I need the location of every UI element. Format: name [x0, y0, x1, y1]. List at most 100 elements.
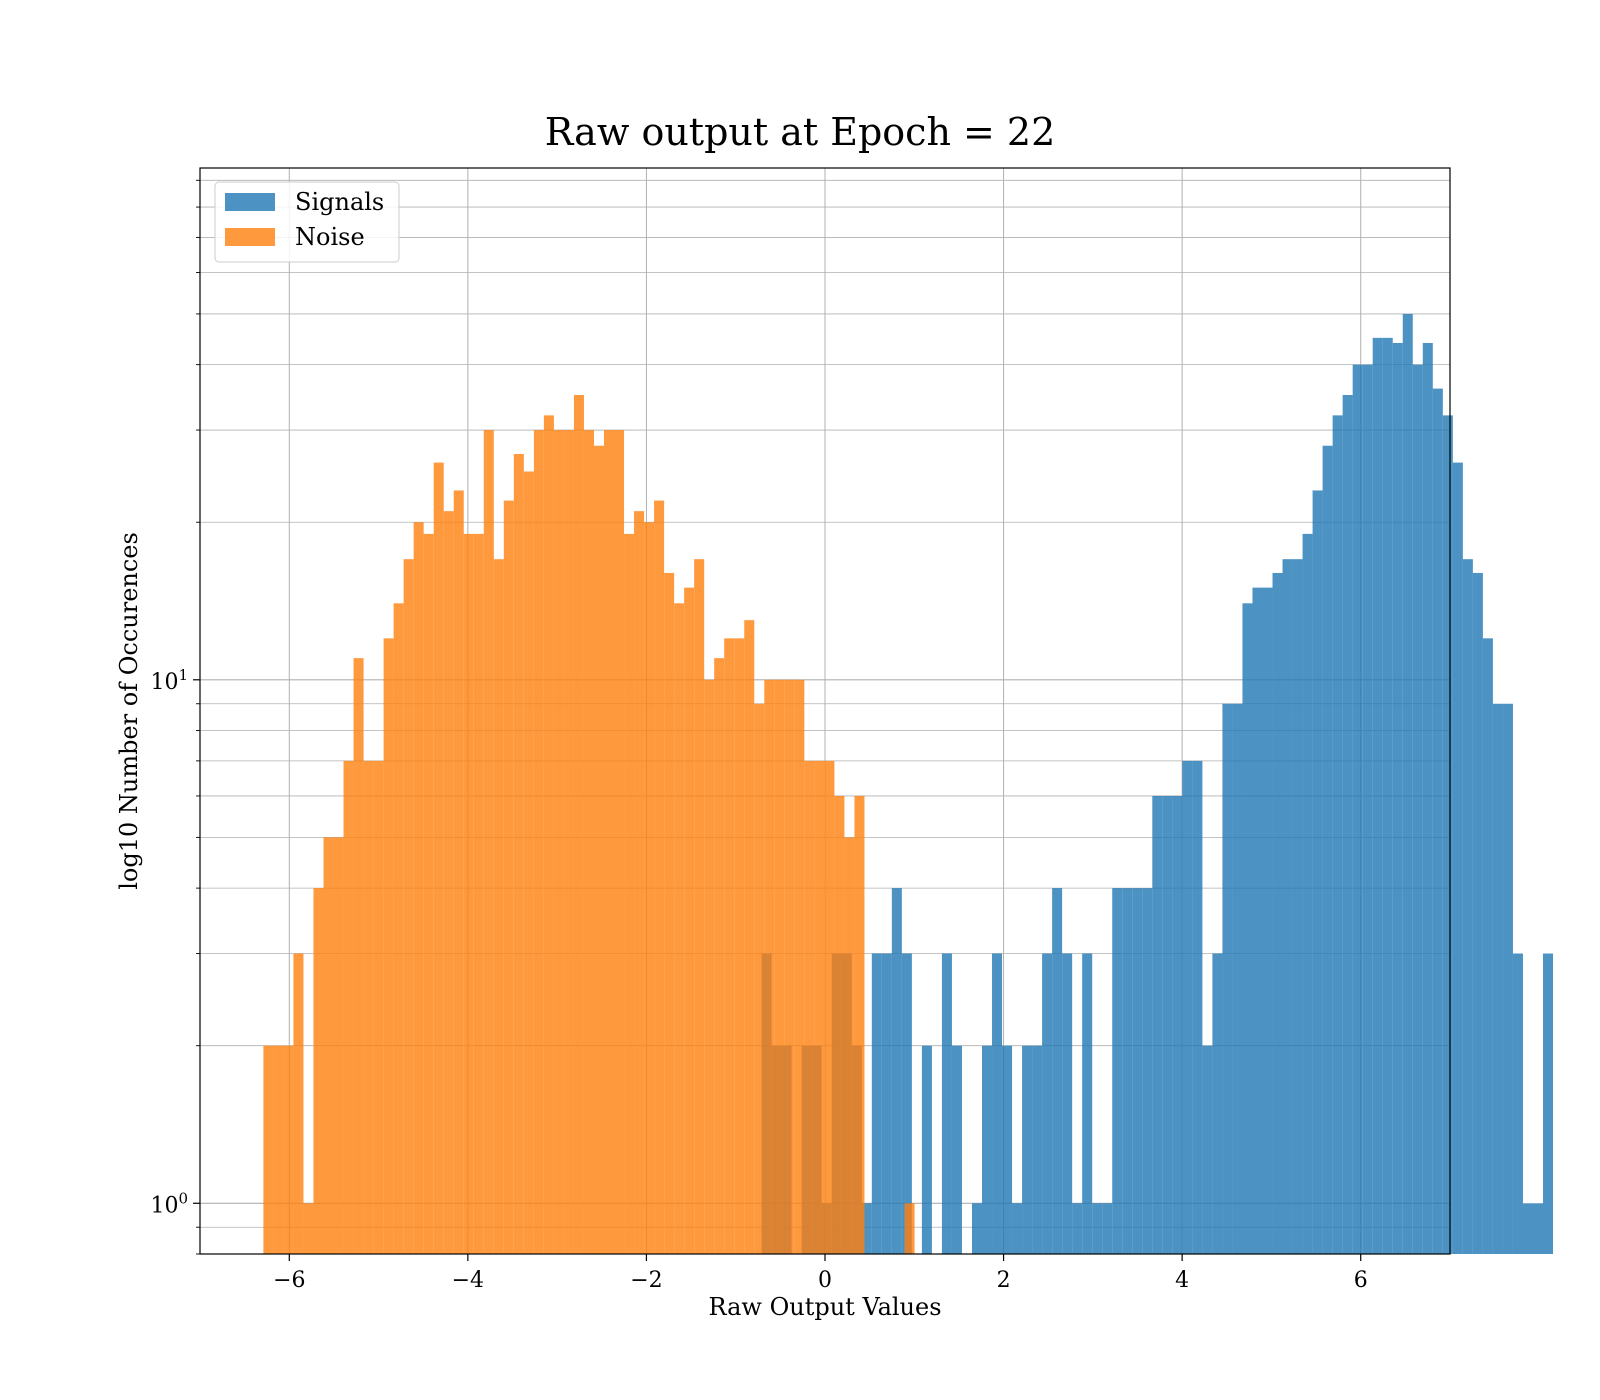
signals-bar	[1112, 888, 1123, 1254]
noise-bar	[273, 1045, 284, 1254]
noise-bar	[523, 471, 534, 1254]
signals-bar	[1202, 1045, 1213, 1254]
signals-bar	[1212, 953, 1223, 1254]
noise-bar	[423, 533, 434, 1254]
noise-bar	[634, 511, 645, 1254]
signals-bar	[1472, 572, 1483, 1254]
x-tick-label: 0	[818, 1268, 832, 1293]
signals-bar	[1502, 703, 1513, 1254]
signals-bar	[1482, 638, 1493, 1254]
noise-bar	[443, 511, 454, 1254]
signals-bar	[901, 953, 912, 1254]
noise-bar	[604, 430, 615, 1254]
noise-bar	[343, 760, 354, 1254]
noise-bar	[624, 533, 635, 1254]
signals-bar	[1122, 888, 1133, 1254]
noise-bar	[674, 603, 685, 1254]
noise-bar	[303, 1203, 314, 1254]
signals-bar	[1392, 342, 1403, 1254]
noise-bar	[714, 658, 725, 1254]
legend-label-noise: Noise	[295, 223, 365, 251]
signals-bar	[1362, 364, 1373, 1254]
noise-bar	[533, 430, 544, 1254]
noise-bar	[644, 522, 655, 1254]
noise-bar	[654, 500, 665, 1255]
noise-bar	[263, 1045, 274, 1254]
signals-bar	[1242, 603, 1253, 1254]
signals-bar	[1082, 953, 1093, 1254]
noise-bar	[353, 658, 364, 1254]
signals-bar	[1322, 445, 1333, 1254]
noise-bar	[513, 454, 524, 1255]
signals-bar	[1422, 342, 1433, 1254]
noise-bar	[283, 1045, 294, 1254]
noise-bar	[724, 638, 735, 1254]
noise-bar	[694, 559, 705, 1254]
signals-bar	[992, 953, 1003, 1254]
signals-bar	[1162, 795, 1173, 1254]
signals-bar	[1222, 703, 1233, 1254]
noise-bar	[754, 703, 765, 1254]
noise-bar	[764, 679, 775, 1254]
signals-bar	[971, 1203, 982, 1254]
signals-bar	[941, 953, 952, 1254]
x-tick-label: −6	[273, 1268, 305, 1293]
signals-bar	[1372, 337, 1383, 1254]
noise-bar	[313, 888, 324, 1254]
noise-bar	[794, 679, 805, 1254]
x-axis-label: Raw Output Values	[708, 1293, 941, 1321]
signals-bar	[1132, 888, 1143, 1254]
noise-bar	[784, 679, 795, 1254]
y-tick-label: 101	[150, 666, 188, 695]
signals-bar	[982, 1045, 993, 1254]
signals-bar	[1342, 395, 1353, 1254]
signals-bar	[1012, 1203, 1023, 1254]
signals-bar	[1543, 953, 1554, 1254]
noise-bar	[483, 430, 494, 1254]
signals-bar	[1452, 462, 1463, 1255]
signals-bar	[1092, 1203, 1103, 1254]
noise-bar	[333, 837, 344, 1254]
noise-bar	[854, 795, 865, 1254]
signals-bar	[1312, 490, 1323, 1255]
noise-bar	[814, 760, 825, 1254]
noise-bar	[614, 430, 625, 1254]
legend-swatch-noise	[225, 228, 275, 246]
signals-bar	[1052, 888, 1063, 1254]
signals-bar	[1172, 795, 1183, 1254]
signals-bar	[1492, 703, 1503, 1254]
noise-bar	[433, 462, 444, 1255]
noise-bar	[684, 587, 695, 1254]
signals-bar	[1302, 533, 1313, 1254]
signals-bar	[1062, 953, 1073, 1254]
legend-label-signals: Signals	[295, 188, 384, 216]
noise-bar	[904, 1203, 915, 1254]
signals-bar	[861, 1203, 872, 1254]
signals-bar	[921, 1045, 932, 1254]
plot-frame	[199, 167, 1451, 1255]
chart-title: Raw output at Epoch = 22	[545, 110, 1056, 154]
signals-bar	[1512, 953, 1523, 1254]
x-tick-label: −4	[452, 1268, 484, 1293]
signals-bar	[1432, 388, 1443, 1254]
signals-bar	[1462, 559, 1473, 1254]
noise-bar	[563, 430, 574, 1254]
noise-bar	[734, 638, 745, 1254]
signals-bar	[1352, 364, 1363, 1254]
signals-bars	[761, 313, 1554, 1255]
legend-swatch-signals	[225, 193, 275, 211]
noise-bar	[363, 760, 374, 1254]
noise-bar	[383, 638, 394, 1254]
noise-bar	[583, 430, 594, 1254]
signals-bar	[1262, 587, 1273, 1254]
noise-bar	[744, 620, 755, 1254]
signals-bar	[1532, 1203, 1543, 1254]
signals-bar	[1102, 1203, 1113, 1254]
signals-bar	[881, 953, 892, 1254]
signals-bar	[1072, 1203, 1083, 1254]
signals-bar	[1332, 415, 1343, 1254]
noise-bar	[413, 522, 424, 1254]
signals-bar	[1522, 1203, 1533, 1254]
signals-bar	[1412, 364, 1423, 1254]
